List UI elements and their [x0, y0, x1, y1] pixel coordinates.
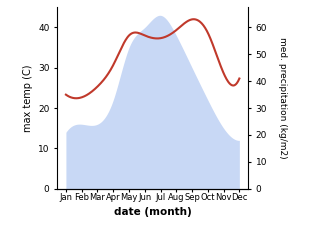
Y-axis label: max temp (C): max temp (C): [23, 64, 32, 132]
X-axis label: date (month): date (month): [114, 207, 191, 218]
Y-axis label: med. precipitation (kg/m2): med. precipitation (kg/m2): [278, 37, 287, 159]
